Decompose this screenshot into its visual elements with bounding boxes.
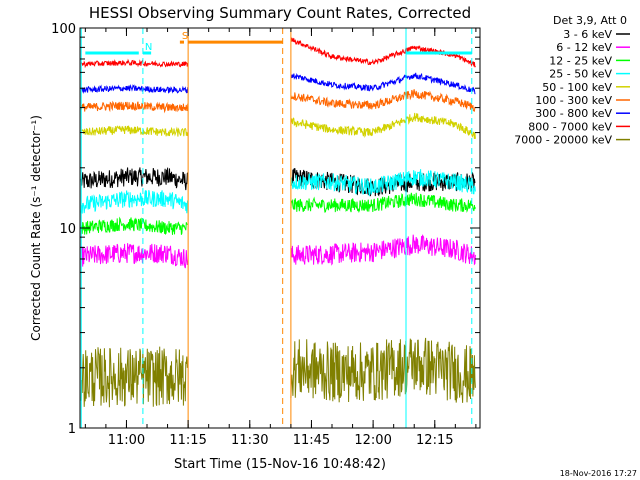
- series-line-7-0: [80, 58, 189, 69]
- legend-label-4: 50 - 100 keV: [542, 81, 612, 94]
- series-line-2-1: [290, 192, 476, 214]
- series-line-6-0: [80, 83, 189, 95]
- legend-header: Det 3,9, Att 0: [553, 14, 627, 27]
- series-line-6-1: [290, 72, 476, 95]
- series-line-0-0: [80, 167, 189, 191]
- footer-timestamp: 18-Nov-2016 17:27: [560, 469, 637, 478]
- x-axis-label: Start Time (15-Nov-16 10:48:42): [174, 457, 386, 472]
- chart-title: HESSI Observing Summary Count Rates, Cor…: [89, 4, 471, 22]
- legend-label-2: 12 - 25 keV: [549, 54, 612, 67]
- series-layer: [80, 37, 476, 408]
- y-tick-label: 10: [59, 222, 76, 237]
- x-tick-label: 11:15: [169, 433, 206, 448]
- series-line-1-1: [290, 234, 476, 266]
- series-line-1-0: [80, 243, 189, 269]
- series-line-4-0: [80, 125, 189, 137]
- legend-label-3: 25 - 50 keV: [549, 68, 612, 81]
- series-line-5-0: [80, 100, 189, 114]
- x-tick-label: 12:00: [354, 433, 391, 448]
- series-line-4-1: [290, 112, 476, 139]
- legend-label-6: 300 - 800 keV: [535, 107, 612, 120]
- series-line-3-0: [80, 189, 189, 214]
- series-line-8-0: [80, 346, 188, 408]
- flag-label-1: N: [145, 42, 152, 53]
- legend-label-5: 100 - 300 keV: [535, 94, 612, 107]
- legend-label-1: 6 - 12 keV: [556, 41, 612, 54]
- series-line-8-1: [290, 337, 476, 403]
- y-tick-label: 100: [51, 22, 76, 37]
- series-line-3-1: [290, 169, 476, 197]
- x-tick-label: 11:45: [293, 433, 330, 448]
- series-line-5-1: [290, 89, 476, 112]
- axis-layer: 11:00 11:15 11:30 11:45 12:00 12:15 1 10 100: [51, 22, 480, 448]
- y-axis-label: Corrected Count Rate (s⁻¹ detector⁻¹): [29, 115, 43, 341]
- x-tick-label: 11:00: [108, 433, 145, 448]
- legend-label-8: 7000 - 20000 keV: [514, 134, 612, 147]
- x-tick-label: 11:30: [231, 433, 268, 448]
- y-tick-label: 1: [68, 422, 76, 437]
- x-tick-label: 12:15: [416, 433, 453, 448]
- legend-label-0: 3 - 6 keV: [563, 28, 612, 41]
- series-line-2-0: [80, 216, 188, 236]
- flag-label-2: S: [182, 31, 188, 42]
- legend-label-7: 800 - 7000 keV: [528, 120, 612, 133]
